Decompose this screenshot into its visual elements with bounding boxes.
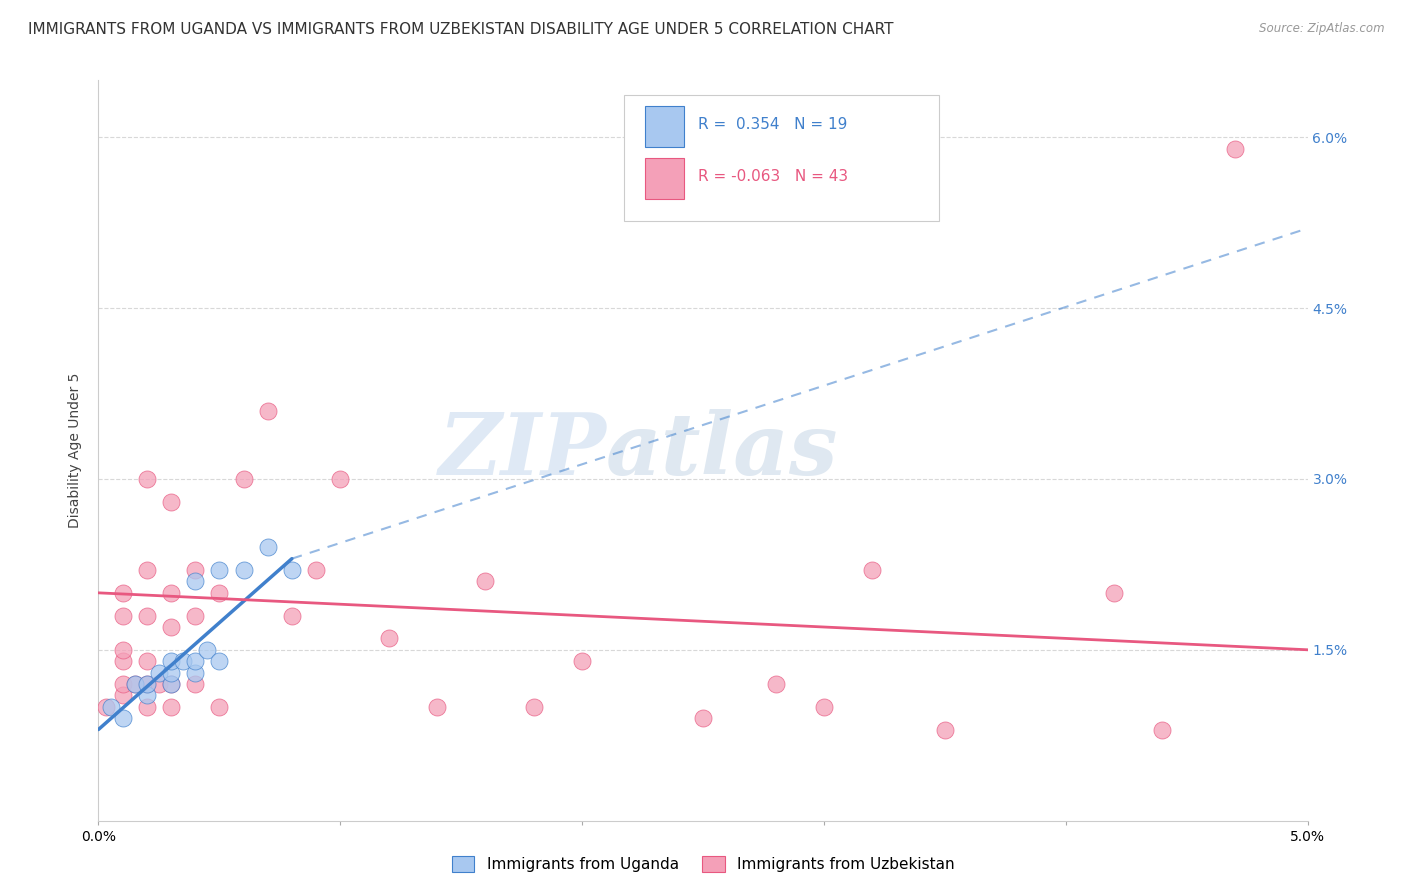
Point — [232, 563, 254, 577]
Point — [934, 723, 956, 737]
Point — [184, 654, 207, 668]
Text: R =  0.354   N = 19: R = 0.354 N = 19 — [699, 117, 848, 132]
Point — [523, 699, 546, 714]
Point — [135, 677, 157, 691]
Point — [124, 677, 146, 691]
Point — [208, 563, 231, 577]
Point — [135, 654, 157, 668]
Text: IMMIGRANTS FROM UGANDA VS IMMIGRANTS FROM UZBEKISTAN DISABILITY AGE UNDER 5 CORR: IMMIGRANTS FROM UGANDA VS IMMIGRANTS FRO… — [28, 22, 894, 37]
Point — [377, 632, 399, 646]
Point — [232, 472, 254, 486]
Point — [160, 586, 183, 600]
Point — [813, 699, 835, 714]
Point — [160, 494, 183, 508]
Point — [160, 699, 183, 714]
Point — [329, 472, 352, 486]
Point — [256, 403, 278, 417]
Text: Source: ZipAtlas.com: Source: ZipAtlas.com — [1260, 22, 1385, 36]
Text: atlas: atlas — [606, 409, 839, 492]
Point — [135, 472, 157, 486]
Point — [111, 689, 134, 703]
Point — [208, 654, 231, 668]
Point — [160, 620, 183, 634]
Point — [111, 642, 134, 657]
Point — [111, 586, 134, 600]
Point — [184, 574, 207, 589]
Bar — [645, 106, 683, 147]
Point — [1102, 586, 1125, 600]
Text: ZIP: ZIP — [439, 409, 606, 492]
Point — [184, 665, 207, 680]
Point — [184, 563, 207, 577]
Point — [111, 711, 134, 725]
Point — [305, 563, 328, 577]
Point — [135, 563, 157, 577]
Point — [148, 677, 170, 691]
Point — [1223, 142, 1246, 156]
Point — [281, 563, 304, 577]
Point — [135, 677, 157, 691]
Point — [111, 608, 134, 623]
Legend: Immigrants from Uganda, Immigrants from Uzbekistan: Immigrants from Uganda, Immigrants from … — [451, 856, 955, 872]
FancyBboxPatch shape — [624, 95, 939, 221]
Point — [765, 677, 787, 691]
Point — [135, 689, 157, 703]
Point — [160, 677, 183, 691]
Point — [208, 699, 231, 714]
Point — [135, 608, 157, 623]
Point — [860, 563, 883, 577]
Bar — [645, 158, 683, 199]
Point — [111, 654, 134, 668]
Point — [1152, 723, 1174, 737]
Point — [692, 711, 714, 725]
Point — [426, 699, 449, 714]
Point — [256, 541, 278, 555]
Y-axis label: Disability Age Under 5: Disability Age Under 5 — [69, 373, 83, 528]
Text: R = -0.063   N = 43: R = -0.063 N = 43 — [699, 169, 848, 184]
Point — [160, 665, 183, 680]
Point — [135, 699, 157, 714]
Point — [100, 699, 122, 714]
Point — [124, 677, 146, 691]
Point — [195, 642, 218, 657]
Point — [172, 654, 194, 668]
Point — [160, 654, 183, 668]
Point — [184, 608, 207, 623]
Point — [571, 654, 593, 668]
Point — [94, 699, 117, 714]
Point — [281, 608, 304, 623]
Point — [148, 665, 170, 680]
Point — [160, 677, 183, 691]
Point — [474, 574, 496, 589]
Point — [111, 677, 134, 691]
Point — [208, 586, 231, 600]
Point — [184, 677, 207, 691]
